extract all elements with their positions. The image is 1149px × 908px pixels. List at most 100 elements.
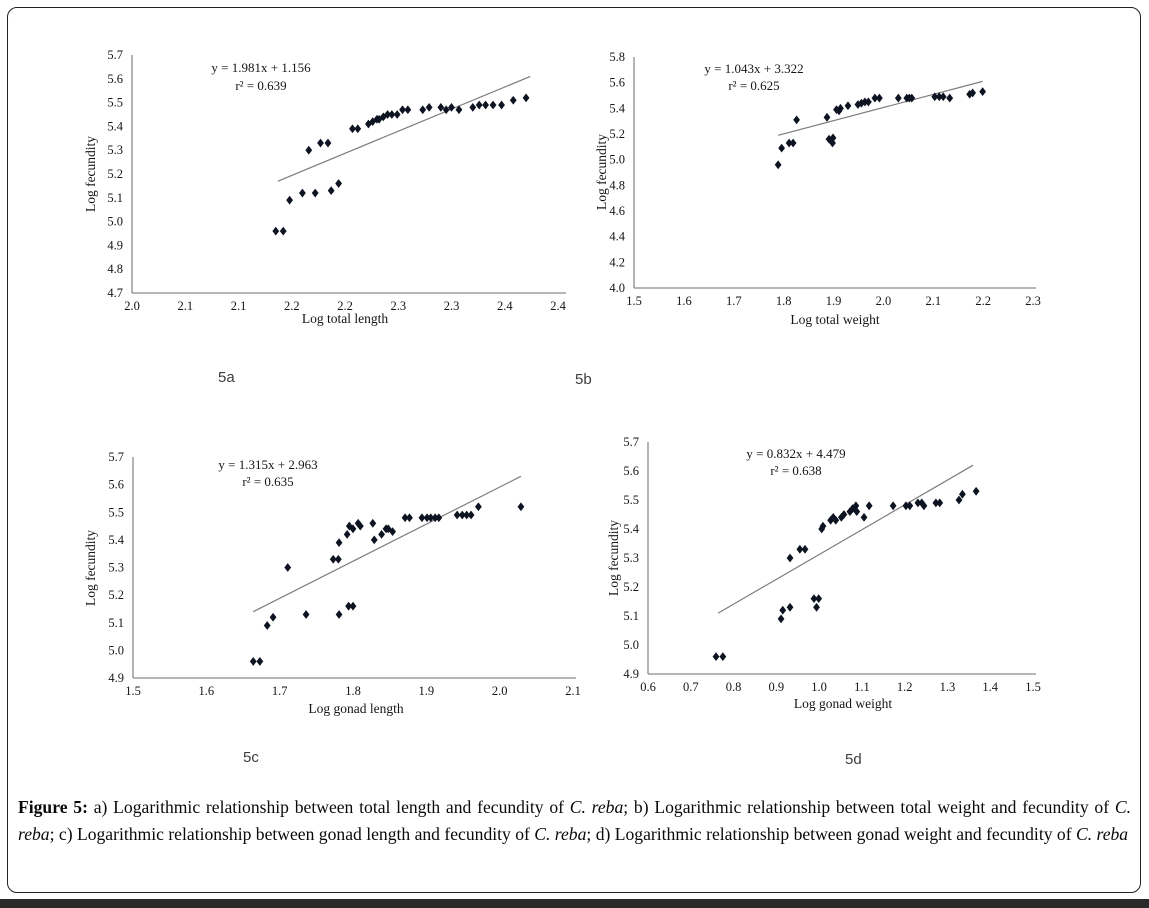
x-tick-label: 1.9 <box>826 294 842 308</box>
chart-5d-gonad-weight: 4.9 5.0 5.1 5.2 5.3 5.4 5.5 5.6 5.7 0.6 0.7 0.8 0.9 1… <box>600 430 1090 730</box>
y-tick-label: 5.0 <box>623 638 639 652</box>
y-tick-label: 5.4 <box>623 522 639 536</box>
caption-segment: C. reba <box>1075 824 1129 845</box>
y-tick-label: 5.6 <box>108 478 124 492</box>
y-tick-label: 5.1 <box>107 191 123 205</box>
scatter-point <box>861 97 869 107</box>
scatter-point <box>498 100 505 110</box>
scatter-point <box>418 513 426 523</box>
x-tick-label: 2.3 <box>444 299 460 313</box>
x-tick-label: 2.2 <box>975 294 991 308</box>
figure-caption: Figure 5: a) Logarithmic relationship be… <box>18 794 1131 849</box>
x-tick-label: 2.2 <box>337 299 353 313</box>
scatter-point <box>311 188 319 198</box>
x-tick-label: 1.2 <box>897 680 913 694</box>
scatter-point <box>404 105 412 115</box>
scatter-point <box>286 195 294 205</box>
x-tick-label: 0.8 <box>726 680 742 694</box>
x-axis-title: Log total length <box>302 311 388 326</box>
scatter-plot-gonad-weight: 4.9 5.0 5.1 5.2 5.3 5.4 5.5 5.6 5.7 0.6 0.7 0.8 0.9 1… <box>606 435 1041 711</box>
x-axis-title: Log gonad weight <box>794 696 892 711</box>
scatter-point <box>375 114 383 124</box>
chart-5c-gonad-length: 4.9 5.0 5.1 5.2 5.3 5.4 5.5 5.6 5.7 1.5 1.6 1.7 1.8 1… <box>70 430 600 730</box>
y-tick-label: 4.8 <box>107 262 123 276</box>
scatter-point <box>399 105 406 115</box>
scatter-plot-total-length: 4.7 4.8 4.9 5.0 5.1 5.2 5.3 5.4 5.5 5.6 5.7 2.0 2.1 2… <box>83 48 567 326</box>
scatter-point <box>335 538 343 548</box>
x-tick-label: 2.3 <box>390 299 406 313</box>
x-tick-label: 1.3 <box>940 680 956 694</box>
scatter-point <box>463 510 471 520</box>
scatter-point <box>778 143 786 153</box>
equation-label: y = 0.832x + 4.479 <box>746 446 845 461</box>
y-tick-label: 5.3 <box>108 561 124 575</box>
scatter-point <box>437 102 445 112</box>
figure-border-frame <box>7 7 1141 893</box>
y-tick-label: 5.4 <box>107 119 123 133</box>
scatter-point <box>335 610 343 619</box>
scatter-point <box>469 102 477 112</box>
y-tick-label: 5.3 <box>623 551 639 565</box>
y-tick-label: 5.6 <box>609 76 625 90</box>
scatter-point <box>793 115 800 125</box>
y-tick-label: 5.6 <box>107 72 123 86</box>
scatter-point <box>349 601 357 611</box>
scatter-point <box>279 226 287 236</box>
trendline <box>252 475 522 613</box>
scatter-point <box>829 133 837 143</box>
scatter-point <box>825 134 833 144</box>
y-tick-label: 5.2 <box>107 167 123 181</box>
y-tick-label: 4.6 <box>609 204 625 218</box>
scatter-point <box>269 612 277 622</box>
y-tick-label: 5.7 <box>108 450 124 464</box>
y-tick-label: 5.0 <box>108 643 124 657</box>
scatter-point <box>972 486 980 496</box>
x-tick-label: 2.1 <box>925 294 941 308</box>
caption-segment: ; d) Logarithmic relationship between go… <box>586 824 1076 845</box>
y-tick-label: 5.0 <box>609 153 625 167</box>
caption-segment: C. reba <box>534 824 587 845</box>
y-tick-label: 4.4 <box>609 230 625 244</box>
y-tick-label: 5.4 <box>108 533 124 547</box>
y-tick-label: 4.0 <box>609 281 625 295</box>
scatter-point <box>823 112 831 122</box>
scatter-point <box>931 92 939 102</box>
scatter-point <box>902 501 910 511</box>
scatter-point <box>908 93 916 103</box>
r-squared-label: r² = 0.638 <box>770 463 821 478</box>
x-tick-label: 2.0 <box>876 294 892 308</box>
x-tick-label: 1.5 <box>626 294 642 308</box>
scatter-point <box>369 518 377 528</box>
scatter-plot-total-weight: 4.0 4.2 4.4 4.6 4.8 5.0 5.2 5.4 5.6 5.8 1.5 1.6 1.7 1… <box>594 50 1041 327</box>
y-tick-label: 4.8 <box>609 178 625 192</box>
scatter-point <box>378 529 385 539</box>
y-axis-title: Log fecundity <box>83 530 98 606</box>
y-tick-label: 5.2 <box>108 588 124 602</box>
scatter-point <box>305 145 313 155</box>
scatter-point <box>786 602 794 612</box>
y-tick-label: 4.9 <box>623 667 639 681</box>
y-axis-title: Log fecundity <box>594 134 609 210</box>
x-tick-label: 1.6 <box>676 294 692 308</box>
scatter-point <box>860 513 868 522</box>
scatter-point <box>906 501 914 511</box>
equation-label: y = 1.981x + 1.156 <box>211 60 311 75</box>
x-axis-title: Log total weight <box>790 312 879 327</box>
scatter-point <box>317 138 324 148</box>
y-tick-label: 4.9 <box>107 238 123 252</box>
x-tick-label: 2.1 <box>177 299 193 313</box>
x-tick-label: 1.4 <box>982 680 998 694</box>
subplot-label-5c: 5c <box>243 749 259 766</box>
subplot-label-5d: 5d <box>845 751 862 768</box>
scatter-point <box>442 105 450 115</box>
y-tick-label: 5.6 <box>623 464 639 478</box>
scatter-point <box>871 93 879 103</box>
scatter-point <box>365 119 372 129</box>
scatter-point <box>810 594 818 603</box>
x-axis-title: Log gonad length <box>308 701 403 716</box>
x-tick-label: 1.9 <box>419 684 435 698</box>
x-tick-label: 2.3 <box>1025 294 1041 308</box>
scatter-point <box>914 498 922 508</box>
trendline <box>277 75 531 182</box>
x-tick-label: 1.6 <box>199 684 215 698</box>
